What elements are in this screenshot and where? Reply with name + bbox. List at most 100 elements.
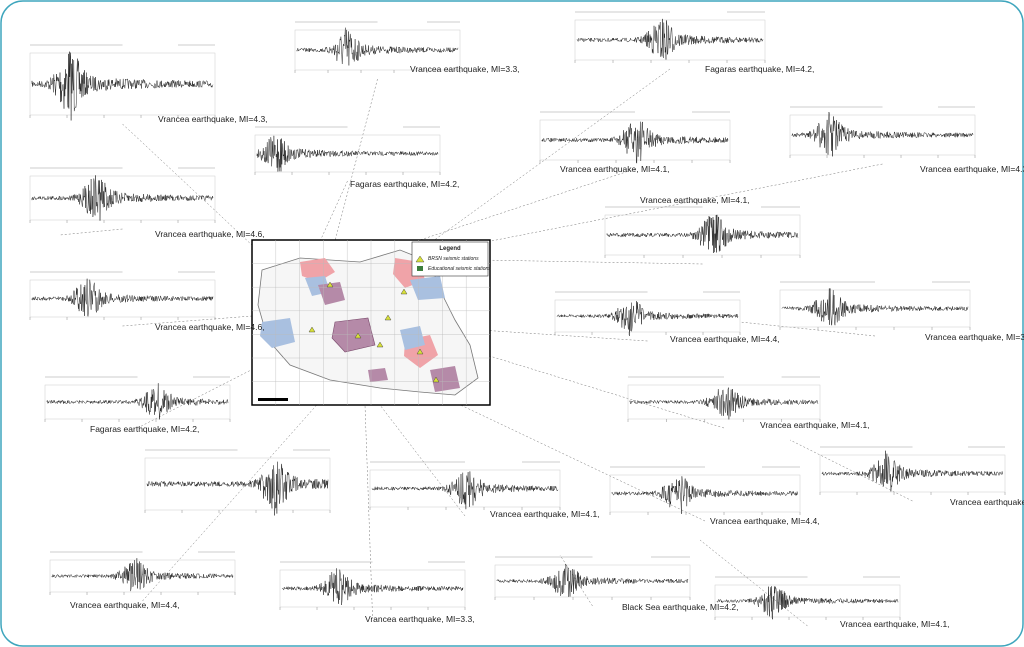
seismogram (146, 461, 329, 516)
panel-caption: Vrancea earthquake, MI=3.3, (365, 614, 475, 624)
panel: Vrancea earthquake, MI=4.1, (714, 576, 950, 629)
map: Legend BRSN seismic stations Educational… (251, 239, 491, 406)
panel-caption: Vrancea earthquake, MI=4.3, (920, 164, 1024, 174)
panel-box (554, 299, 741, 333)
seismogram (576, 18, 764, 60)
arrow (59, 228, 123, 236)
seismogram (791, 111, 974, 157)
panel-box (779, 289, 971, 328)
region (430, 366, 460, 392)
station-icon (384, 314, 392, 321)
panel-box (29, 279, 216, 318)
panel-box (494, 564, 691, 598)
panel-box (49, 559, 236, 593)
station-icon (308, 326, 316, 333)
panel: Vrancea earthquake, MI=4.4, (609, 466, 820, 526)
station-icon (376, 341, 384, 348)
station-icon (326, 281, 334, 288)
seismogram (256, 135, 439, 172)
seismogram (46, 383, 229, 420)
seismogram (629, 387, 819, 420)
panel-caption: Fagaras earthquake, MI=4.2, (350, 179, 459, 189)
panel-caption: Black Sea earthquake, MI=4.2, (622, 602, 738, 612)
panel-caption: Fagaras earthquake, MI=4.2, (705, 64, 814, 74)
panel: Fagaras earthquake, MI=4.2, (574, 11, 814, 74)
panel-caption: Vrancea earthquake, MI=4.3, (158, 114, 268, 124)
panel-box (714, 584, 901, 618)
panel-box (29, 52, 216, 116)
panels: Vrancea earthquake, MI=4.3, Vrancea earth… (29, 11, 1024, 629)
panel-box (539, 119, 731, 161)
panel: Vrancea earthquake, MI=4.1, (539, 111, 731, 174)
legend-item: Educational seismic stations (428, 266, 491, 272)
seismogram (606, 214, 799, 254)
seismogram (781, 288, 969, 327)
arrow (789, 439, 913, 502)
panel: Vrancea earthquake, MI=4.6, (29, 167, 265, 239)
panel-caption: Vrancea earthquake, MI=4.4, (670, 334, 780, 344)
panel: Vrancea earthquake, MI=4.4, (49, 551, 236, 610)
panel: Vrancea earthquake, MI=4.6, (29, 271, 265, 332)
panel-box (44, 384, 231, 420)
seismogram (821, 450, 1004, 492)
panel-box (789, 114, 976, 156)
panel-box (604, 214, 801, 256)
arrow (299, 180, 348, 286)
panel: Vrancea earthquake, MI=3.3, (279, 561, 475, 624)
arrows (59, 68, 913, 627)
region (331, 317, 376, 353)
panel: Vrancea earthquake, MI=4.1, (627, 376, 870, 430)
region (260, 318, 295, 348)
panel-caption: Vrancea earthquake, MI=4.6, (155, 229, 265, 239)
arrow (469, 349, 725, 429)
legend-box (411, 241, 489, 277)
region (300, 258, 335, 282)
station-icon (416, 348, 424, 355)
panel: Vrancea earthquake, MI=4.1, (369, 461, 600, 519)
legend-item: BRSN seismic stations (428, 256, 479, 262)
arrow (419, 168, 636, 241)
arrow (142, 389, 331, 602)
panel: Vrancea earthquake, MI=3.3, (779, 281, 1024, 342)
panel: Fagaras earthquake, MI=4.2, (254, 126, 459, 189)
panel-caption: Vrancea earthquake, MI=4.4, (70, 600, 180, 610)
arrow (419, 163, 883, 256)
station-icon (432, 376, 440, 383)
seismogram (31, 51, 214, 121)
legend-icon (417, 266, 423, 271)
seismogram (31, 278, 214, 317)
panel: Vrancea earthquake, MI=4.4, (819, 446, 1024, 507)
panel: Vrancea earthquake, MI=3.3, (294, 21, 520, 74)
panel-box (369, 469, 561, 508)
station-icon (354, 332, 362, 339)
panel-box (254, 134, 441, 173)
panel (144, 449, 331, 516)
arrow (739, 321, 876, 337)
seismogram (496, 563, 689, 597)
panel-caption: Vrancea earthquake, MI=4.1, (760, 420, 870, 430)
panel-box (627, 384, 821, 420)
arrow (364, 404, 373, 617)
seismogram (541, 121, 729, 164)
panel-box (819, 454, 1006, 493)
panel-caption: Vrancea earthquake, MI=4.1, (840, 619, 950, 629)
panel-caption: Vrancea earthquake, MI=4.1, (490, 509, 600, 519)
seismogram (281, 568, 464, 606)
arrow (479, 259, 703, 265)
panel-caption: Fagaras earthquake, MI=4.2, (90, 424, 199, 434)
seismogram (611, 476, 799, 514)
panel-caption: Vrancea earthquake, MI=3.3, (925, 332, 1024, 342)
seismogram (31, 175, 214, 221)
panel-box (144, 457, 331, 511)
panel: Black Sea earthquake, MI=4.2, (494, 556, 738, 612)
panel-box (279, 569, 466, 608)
seismogram (51, 558, 234, 592)
station-icon (400, 288, 408, 295)
panel: Vrancea earthquake, MI=4.4, (554, 291, 780, 344)
panel-box (294, 29, 461, 71)
panel-box (29, 175, 216, 221)
seismogram (371, 471, 559, 510)
panel-caption: Vrancea earthquake, MI=4.4, (710, 516, 820, 526)
